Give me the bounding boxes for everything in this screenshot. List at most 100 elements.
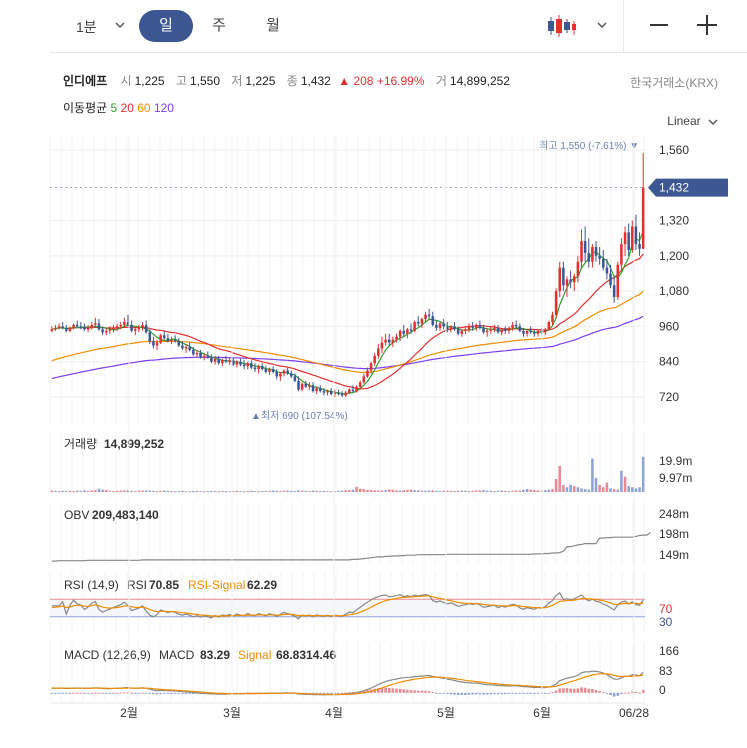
candle-body <box>94 323 97 325</box>
candle-body <box>333 392 337 395</box>
macd-histogram-bar <box>475 692 478 695</box>
volume-bar <box>264 490 268 492</box>
candle-body <box>504 329 507 331</box>
volume-bar <box>609 488 612 492</box>
candle-body <box>641 187 645 249</box>
candle-body <box>489 329 493 331</box>
rsi-signal-value: 62.29 <box>247 578 277 592</box>
moving-average-legend[interactable]: 이동평균 5 20 60 120 <box>63 99 174 116</box>
macd-histogram-bar <box>97 692 101 694</box>
volume-bar <box>355 486 358 492</box>
volume-bar <box>188 491 191 493</box>
macd-histogram-bar <box>420 690 424 693</box>
macd-histogram-bar <box>402 689 406 693</box>
volume-bar <box>311 490 315 492</box>
macd-histogram-bar <box>464 692 467 696</box>
macd-histogram-bar <box>485 692 489 695</box>
candle-body <box>467 326 471 330</box>
macd-histogram-bar <box>438 692 442 694</box>
candle-body <box>366 370 369 377</box>
candle-body <box>522 330 525 334</box>
candle-body <box>507 327 511 331</box>
candle-body <box>315 388 318 392</box>
volume-bar <box>217 491 220 493</box>
scale-selector[interactable]: Linear <box>667 114 719 128</box>
candle-body <box>631 226 634 250</box>
macd-histogram-bar <box>631 691 634 693</box>
candle-body <box>398 330 402 337</box>
volume-bar <box>398 490 402 492</box>
chevron-down-icon[interactable] <box>595 18 609 32</box>
volume-bar <box>159 490 162 492</box>
volume-bar <box>395 490 398 492</box>
rsi-value: 70.85 <box>149 578 179 592</box>
macd-histogram-bar <box>144 692 148 694</box>
macd-histogram-bar <box>133 692 137 694</box>
candle-body <box>460 330 464 334</box>
macd-histogram-bar <box>166 692 170 694</box>
ma-5: 5 <box>110 101 118 115</box>
macd-histogram-bar <box>130 692 133 694</box>
zoom-out-icon[interactable] <box>650 24 668 26</box>
macd-histogram-bar <box>612 692 616 697</box>
macd-histogram-bar <box>79 692 83 694</box>
volume-bar <box>231 491 235 493</box>
macd-histogram-bar <box>514 692 518 694</box>
candle-body <box>224 360 228 362</box>
tab-daily[interactable]: 일 <box>139 10 193 42</box>
volume-panel-label: 거래량 <box>64 437 97 451</box>
ma-label: 이동평균 <box>63 101 108 115</box>
candle-body <box>511 324 514 328</box>
candle-body <box>543 329 547 333</box>
macd-histogram-bar <box>605 692 609 694</box>
volume-bar <box>101 489 104 492</box>
volume-bar <box>173 491 177 493</box>
candle-body <box>253 367 257 370</box>
candlestick-icon[interactable] <box>547 13 577 39</box>
volume-bar <box>275 490 279 492</box>
macd-histogram-bar <box>115 692 119 694</box>
volume-bar <box>435 490 438 492</box>
candle-body <box>572 276 576 283</box>
volume-bar <box>115 490 119 492</box>
volume-bar <box>192 491 195 493</box>
tab-weekly[interactable]: 주 <box>212 17 226 34</box>
current-price-label: 1,432 <box>659 181 689 195</box>
candle-body <box>260 366 264 370</box>
volume-bar <box>416 490 420 492</box>
zoom-in-icon[interactable] <box>696 14 718 36</box>
candle-body <box>416 322 420 324</box>
candle-body <box>170 339 173 342</box>
close-label: 종 <box>286 74 298 88</box>
volume-bar <box>279 491 282 493</box>
volume-bar <box>50 490 54 492</box>
candle-body <box>221 360 224 364</box>
candle-body <box>471 326 474 328</box>
volume-bar <box>406 489 409 492</box>
candle-body <box>250 363 253 368</box>
volume-bar <box>485 490 489 492</box>
volume-bar <box>580 488 583 492</box>
volume-bar <box>184 491 188 493</box>
chevron-down-icon[interactable] <box>113 18 127 32</box>
volume-bar <box>504 490 507 492</box>
tab-monthly[interactable]: 월 <box>266 17 280 34</box>
volume-bar <box>79 490 83 492</box>
rsi-band <box>50 599 645 617</box>
macd-histogram-bar <box>159 692 162 694</box>
candle-body <box>409 329 413 331</box>
macd-histogram-bar <box>181 692 184 694</box>
candle-body <box>54 327 57 330</box>
x-tick-label: 2월 <box>120 706 138 720</box>
obv-panel-label: OBV <box>64 508 89 522</box>
macd-histogram-bar <box>380 687 384 693</box>
volume-bar <box>358 488 362 492</box>
volume-bar <box>362 489 366 492</box>
volume-bar <box>326 491 329 493</box>
stock-name: 인디에프 <box>63 74 108 88</box>
x-tick-label: 4월 <box>325 706 343 720</box>
interval-selector[interactable]: 1분 <box>76 19 97 35</box>
candle-body <box>239 361 242 365</box>
volume-bar <box>300 490 304 492</box>
